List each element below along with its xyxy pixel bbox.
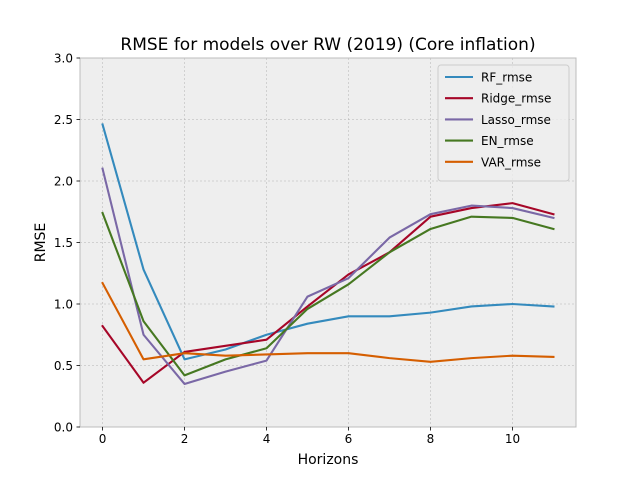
series-line-var-rmse — [101, 281, 555, 363]
y-tick-label: 2.5 — [54, 113, 73, 127]
series-lines — [101, 123, 555, 386]
x-tick-label: 0 — [99, 432, 107, 446]
legend-label-ridge-rmse: Ridge_rmse — [481, 92, 551, 106]
series-line-lasso-rmse — [101, 167, 555, 386]
legend-box — [437, 64, 570, 182]
legend: RF_rmse Ridge_rmse Lasso_rmse EN_rmse VAR_rm… — [437, 64, 570, 182]
y-tick-label: 3.0 — [54, 52, 73, 66]
y-axis-label: RMSE — [33, 223, 49, 263]
y-tick-label: 1.5 — [54, 236, 73, 250]
legend-label-var-rmse: VAR_rmse — [481, 155, 541, 169]
series-line-en-rmse — [101, 211, 555, 377]
legend-label-rf-rmse: RF_rmse — [481, 71, 532, 85]
y-tick-label: 1.0 — [54, 298, 73, 312]
x-tick-label: 8 — [427, 432, 435, 446]
legend-label-en-rmse: EN_rmse — [481, 134, 534, 148]
x-tick-label: 4 — [263, 432, 271, 446]
x-axis-label: Horizons — [298, 452, 359, 468]
x-axis-ticks: 0 2 4 6 8 10 — [99, 427, 520, 446]
x-tick-label: 10 — [505, 432, 520, 446]
y-tick-label: 2.0 — [54, 175, 73, 189]
x-tick-label: 6 — [345, 432, 353, 446]
y-tick-label: 0.5 — [54, 359, 73, 373]
x-tick-label: 2 — [181, 432, 189, 446]
series-line-rf-rmse — [101, 123, 555, 361]
chart-title: RMSE for models over RW (2019) (Core inf… — [120, 35, 535, 55]
y-axis-ticks: 0.0 0.5 1.0 1.5 2.0 2.5 3.0 — [54, 52, 80, 435]
y-tick-label: 0.0 — [54, 421, 73, 435]
series-line-ridge-rmse — [101, 202, 555, 384]
legend-label-lasso-rmse: Lasso_rmse — [481, 113, 551, 127]
